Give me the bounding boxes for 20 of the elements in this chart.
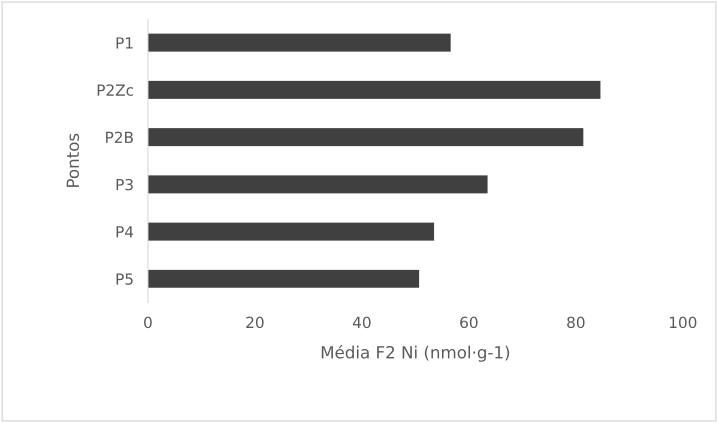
bar <box>148 34 451 52</box>
bar <box>148 270 420 288</box>
y-tick-label: P2B <box>106 132 133 143</box>
y-tick-label: P4 <box>116 226 134 238</box>
y-tick-label: P2Zc <box>98 84 134 96</box>
x-tick-label: 60 <box>460 316 478 328</box>
x-tick-label: 40 <box>352 316 371 328</box>
y-tick-label: P3 <box>116 178 133 190</box>
x-axis-title: Média F2 Ni (nmol·g-1) <box>322 345 510 362</box>
bar <box>148 128 584 146</box>
x-tick-label: 0 <box>144 316 152 328</box>
y-tick-label: P5 <box>116 273 133 285</box>
bar <box>148 222 434 241</box>
x-tick-label: 20 <box>246 316 264 328</box>
bar <box>148 175 488 194</box>
x-tick-label: 80 <box>567 316 585 328</box>
y-axis-title: Pontos <box>66 134 80 187</box>
x-tick-label: 100 <box>670 316 696 328</box>
bar <box>148 80 600 99</box>
y-tick-label: P1 <box>116 37 133 48</box>
